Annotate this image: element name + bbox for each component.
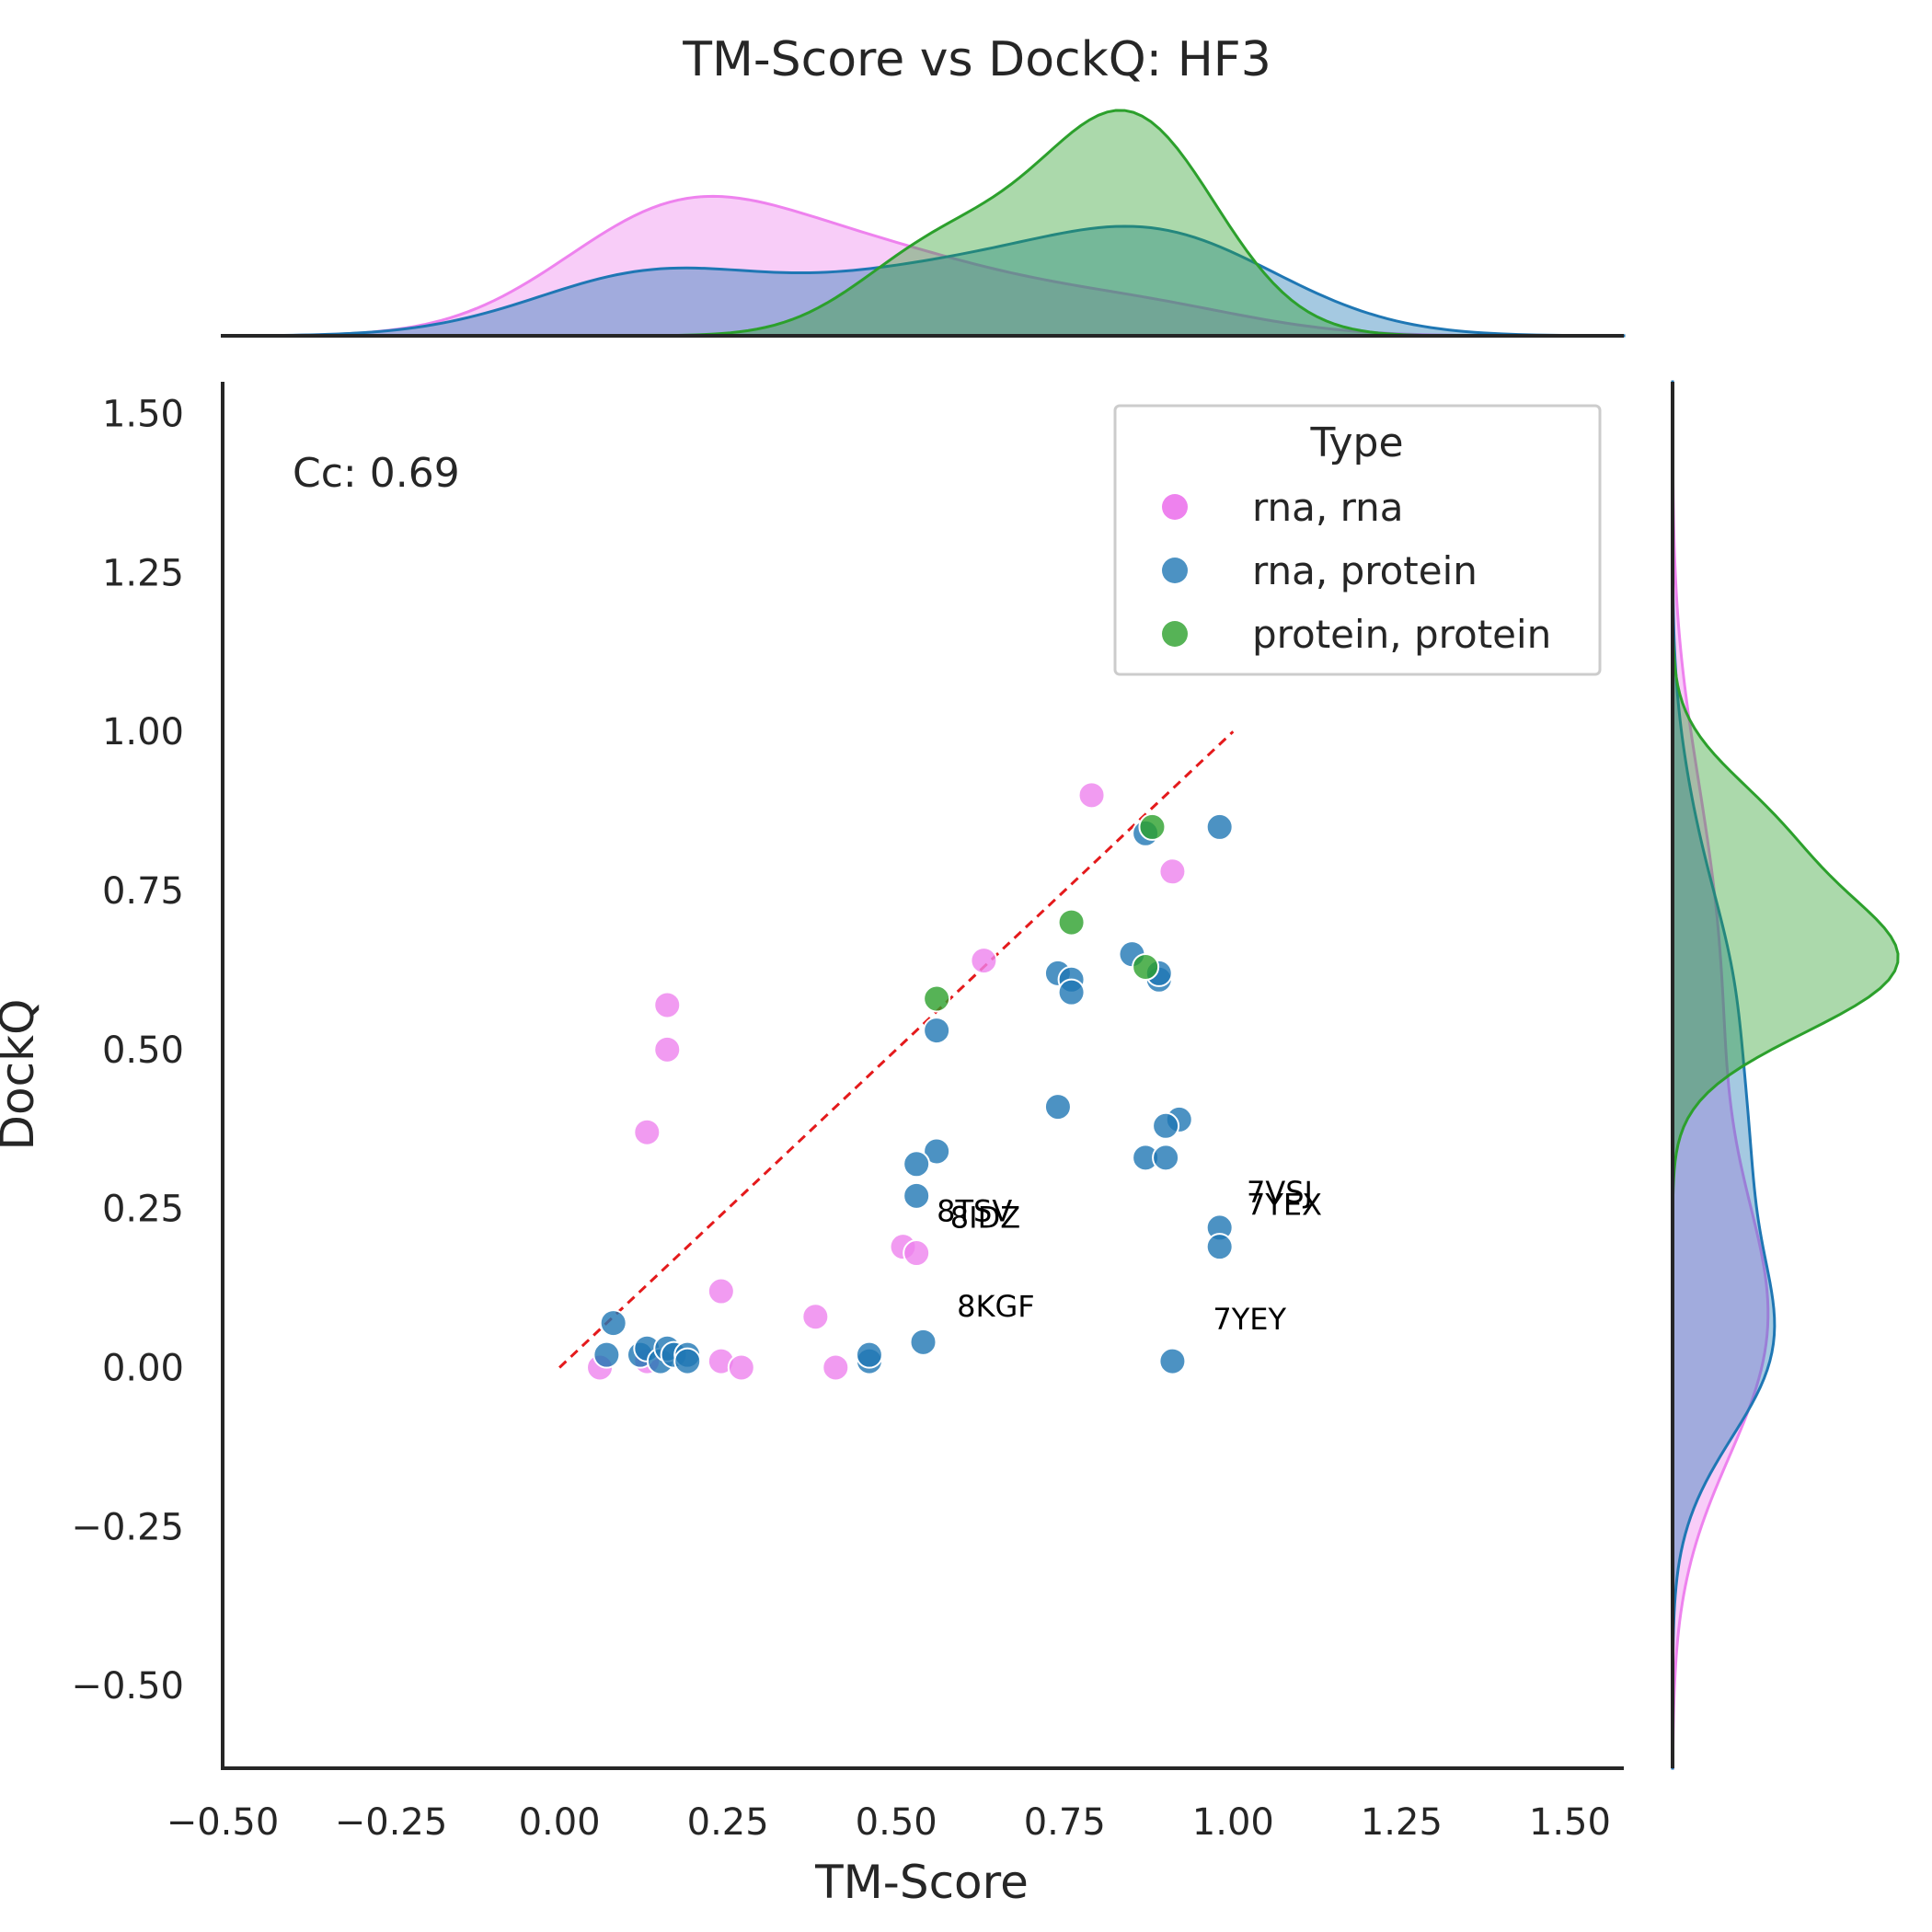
- y-tick-label: 0.75: [102, 870, 184, 913]
- y-tick-label: 0.25: [102, 1189, 184, 1231]
- point-rna-protein: [903, 1181, 931, 1210]
- point-rna-protein: [1158, 1347, 1187, 1375]
- top-density-curve: [221, 224, 1626, 338]
- x-tick-labels: −0.50 −0.25 0.00 0.25 0.50 0.75 1.00 1.25 1.50: [167, 1801, 1611, 1844]
- annotation-label: 7YEY: [1213, 1302, 1286, 1337]
- x-tick-label: −0.25: [335, 1801, 448, 1844]
- point-rna-protein: [673, 1347, 702, 1375]
- legend-label-rna-protein: rna, protein: [1252, 548, 1478, 593]
- y-tick-label: −0.50: [71, 1665, 184, 1708]
- point-rna-protein: [1057, 978, 1086, 1006]
- scatter-points: [586, 781, 1234, 1382]
- x-tick-label: 1.25: [1361, 1801, 1443, 1844]
- x-tick-label: 0.25: [687, 1801, 769, 1844]
- legend-label-rna-rna: rna, rna: [1252, 485, 1403, 530]
- point-protein-protein: [1132, 952, 1160, 981]
- top-marginal-density: [221, 109, 1626, 338]
- right-density-curve: [1671, 382, 1900, 1768]
- chart-title: TM-Score vs DockQ: HF3: [682, 32, 1271, 87]
- point-rna-protein: [592, 1340, 621, 1369]
- legend-title: Type: [1309, 420, 1403, 466]
- y-tick-labels: −0.50 −0.25 0.00 0.25 0.50 0.75 1.00 1.25 1.50: [71, 394, 184, 1708]
- annotation-label: 7VSJ: [1247, 1175, 1313, 1210]
- point-rna-protein: [1152, 1144, 1180, 1172]
- point-rna-protein: [855, 1340, 883, 1369]
- annotation-label: 8KGF: [957, 1289, 1035, 1324]
- x-tick-label: 0.50: [856, 1801, 937, 1844]
- y-tick-label: −0.25: [71, 1506, 184, 1548]
- point-rna-protein: [903, 1150, 931, 1179]
- point-rna-rna: [1158, 857, 1187, 886]
- legend-marker-rna-rna: [1162, 494, 1188, 520]
- point-rna-protein: [1152, 1111, 1180, 1140]
- point-rna-rna: [903, 1239, 931, 1268]
- point-rna-protein: [909, 1328, 937, 1356]
- point-protein-protein: [1138, 812, 1167, 841]
- point-rna-rna: [653, 1035, 682, 1064]
- legend-box: [1113, 404, 1602, 676]
- point-protein-protein: [923, 984, 951, 1013]
- x-tick-label: −0.50: [167, 1801, 280, 1844]
- legend: Type rna, rna rna, protein protein, prot…: [1113, 404, 1602, 676]
- point-rna-protein: [923, 1137, 951, 1166]
- point-rna-rna: [633, 1118, 661, 1146]
- point-rna-rna: [727, 1353, 755, 1382]
- point-rna-protein: [923, 1017, 951, 1045]
- point-protein-protein: [1057, 908, 1086, 937]
- y-tick-label: 1.25: [102, 552, 184, 594]
- diagonal-reference-line: [558, 730, 1235, 1369]
- point-rna-protein: [1043, 1093, 1072, 1121]
- y-tick-label: 1.50: [102, 394, 184, 436]
- annotation-label: 8IDZ: [950, 1200, 1020, 1235]
- y-axis-label: DockQ: [0, 999, 44, 1151]
- y-tick-label: 0.50: [102, 1029, 184, 1072]
- point-rna-protein: [1205, 1233, 1234, 1261]
- legend-marker-protein-protein: [1162, 621, 1188, 647]
- top-density-curve: [223, 109, 1624, 338]
- legend-label-protein-protein: protein, protein: [1252, 612, 1551, 657]
- point-rna-rna: [1077, 781, 1106, 810]
- y-tick-label: 0.00: [102, 1347, 184, 1389]
- point-rna-rna: [801, 1303, 830, 1331]
- x-tick-label: 0.75: [1024, 1801, 1106, 1844]
- x-tick-label: 0.00: [519, 1801, 601, 1844]
- right-marginal-density: [1671, 380, 1900, 1770]
- correlation-label: Cc: 0.69: [293, 450, 460, 497]
- y-tick-label: 1.00: [102, 711, 184, 753]
- annotation-label: 7YEX: [1247, 1188, 1322, 1223]
- point-rna-rna: [822, 1353, 850, 1382]
- x-axis-label: TM-Score: [814, 1856, 1029, 1909]
- point-rna-rna: [970, 947, 998, 975]
- right-density-curve: [1671, 380, 1770, 1770]
- x-tick-label: 1.00: [1192, 1801, 1274, 1844]
- annotation-label: 8TSV: [937, 1193, 1012, 1228]
- x-tick-label: 1.50: [1529, 1801, 1611, 1844]
- point-rna-protein: [599, 1309, 627, 1338]
- point-rna-rna: [707, 1277, 735, 1305]
- point-rna-protein: [1205, 812, 1234, 841]
- point-rna-rna: [653, 991, 682, 1019]
- legend-marker-rna-protein: [1162, 558, 1188, 583]
